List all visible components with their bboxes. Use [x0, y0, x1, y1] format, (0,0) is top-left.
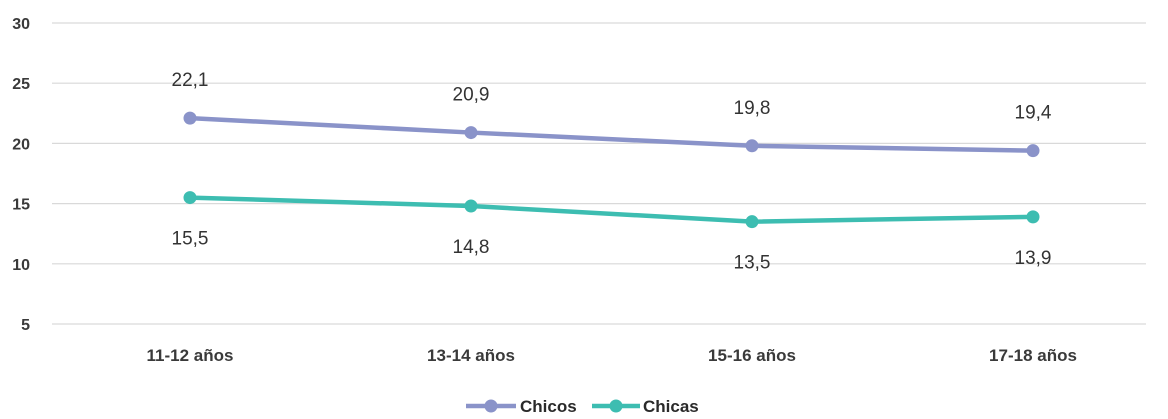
data-label: 14,8 [453, 237, 490, 258]
data-point [745, 139, 759, 153]
legend-label: Chicos [520, 397, 577, 416]
y-tick-label: 20 [12, 136, 30, 153]
x-tick-label: 17-18 años [989, 346, 1077, 365]
x-tick-label: 11-12 años [147, 346, 234, 365]
data-labels: 22,1 20,9 19,8 19,4 15,5 14,8 13,5 13,9 [172, 70, 1052, 274]
legend: Chicos Chicas [466, 397, 699, 416]
series-line-chicos [187, 115, 1036, 153]
data-label: 19,8 [734, 98, 771, 119]
data-label: 13,9 [1015, 248, 1052, 269]
data-point [745, 215, 759, 229]
x-axis: 11-12 años 13-14 años 15-16 años 17-18 años [147, 346, 1077, 365]
data-label: 13,5 [734, 253, 771, 274]
series-line-chicas [187, 195, 1036, 224]
y-tick-label: 10 [12, 257, 30, 274]
data-point [1026, 210, 1040, 224]
data-label: 22,1 [172, 70, 209, 91]
data-point [1026, 144, 1040, 158]
y-tick-label: 30 [12, 16, 30, 33]
legend-swatch-marker [609, 399, 623, 413]
y-tick-label: 5 [21, 317, 30, 334]
data-label: 15,5 [172, 229, 209, 250]
x-tick-label: 13-14 años [427, 346, 515, 365]
y-axis: 5 10 15 20 25 30 [12, 16, 30, 334]
data-label: 19,4 [1015, 103, 1052, 124]
data-label: 20,9 [453, 85, 490, 106]
y-tick-label: 15 [12, 197, 30, 214]
legend-swatch-marker [484, 399, 498, 413]
data-point [183, 191, 197, 205]
x-tick-label: 15-16 años [708, 346, 796, 365]
data-point [183, 111, 197, 125]
legend-label: Chicas [643, 397, 699, 416]
data-point [464, 126, 478, 140]
y-tick-label: 25 [12, 76, 30, 93]
data-point [464, 199, 478, 213]
series-lines [183, 111, 1040, 229]
gridlines [52, 22, 1146, 325]
